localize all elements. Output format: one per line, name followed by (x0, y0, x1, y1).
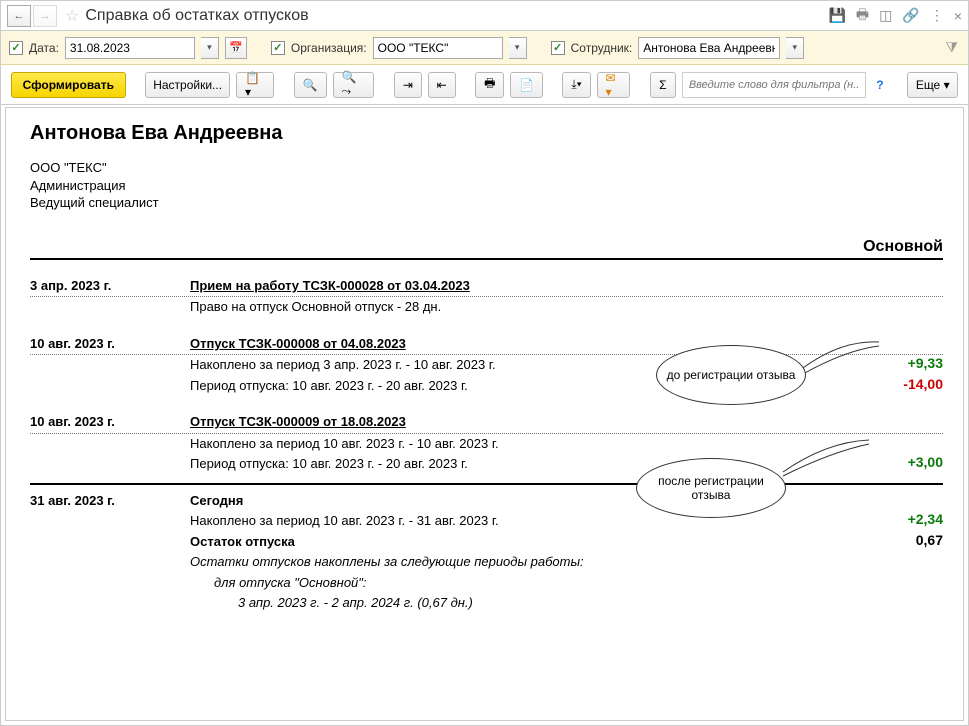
org-checkbox[interactable] (271, 41, 285, 55)
event-line: Накоплено за период 10 авг. 2023 г. - 31… (190, 511, 873, 531)
person-name: Антонова Ева Андреевна (30, 122, 943, 145)
save-icon[interactable]: 💾 (828, 7, 845, 24)
find-next-button[interactable]: 🔍⤳ (333, 72, 375, 98)
event-row: 3 апр. 2023 г. Прием на работу ТСЗК-0000… (30, 276, 943, 298)
event-date: 3 апр. 2023 г. (30, 276, 190, 296)
today-row: 31 авг. 2023 г. Сегодня (30, 485, 943, 512)
event-link[interactable]: Отпуск ТСЗК-000009 от 18.08.2023 (190, 414, 406, 429)
more-button[interactable]: Еще ▾ (907, 72, 958, 98)
value-accrued: +9,33 (873, 355, 943, 375)
print-button[interactable]: 🖶 (475, 72, 504, 98)
report-icon[interactable]: ◫ (879, 7, 892, 24)
org-input[interactable] (373, 37, 503, 59)
menu-icon[interactable]: ⋮ (930, 7, 944, 24)
funnel-icon[interactable]: ⧩ (946, 39, 959, 56)
calendar-button[interactable]: 📅 (225, 37, 247, 59)
date-dropdown-button[interactable]: ▾ (201, 37, 219, 59)
meta-org: ООО "ТЕКС" (30, 159, 943, 177)
event-detail-row: Право на отпуск Основной отпуск - 28 дн. (30, 297, 943, 318)
filter-bar: Дата: ▾ 📅 Организация: ▾ Сотрудник: ▾ ⧩ (1, 31, 968, 65)
expand-button[interactable]: ⇥ (394, 72, 422, 98)
date-label: Дата: (29, 41, 59, 55)
event-row: 10 авг. 2023 г. Отпуск ТСЗК-000009 от 18… (30, 412, 943, 434)
footer-line: Остатки отпусков накоплены за следующие … (190, 552, 873, 572)
nav-forward-button[interactable]: → (33, 5, 57, 27)
title-bar: ← → ☆ Справка об остатках отпусков 💾 🖶 ◫… (1, 1, 968, 31)
callout-after: после регистрации отзыва (636, 458, 786, 518)
word-filter-input[interactable] (682, 72, 866, 98)
report-body: Антонова Ева Андреевна ООО "ТЕКС" Админи… (6, 108, 963, 721)
value-accrued: +3,00 (873, 454, 943, 474)
emp-dropdown-button[interactable]: ▾ (786, 37, 804, 59)
section-label: Основной (30, 238, 943, 256)
help-button[interactable]: ? (872, 78, 887, 92)
footer-row: для отпуска "Основной": (30, 573, 943, 594)
settings-button[interactable]: Настройки... (145, 72, 230, 98)
sum-button[interactable]: Σ (650, 72, 676, 98)
balance-label: Остаток отпуска (190, 532, 873, 552)
org-dropdown-button[interactable]: ▾ (509, 37, 527, 59)
copy-settings-button[interactable]: 📋▾ (236, 72, 274, 98)
event-date: 10 авг. 2023 г. (30, 412, 190, 432)
find-button[interactable]: 🔍 (294, 72, 326, 98)
collapse-button[interactable]: ⇤ (428, 72, 456, 98)
event-date: 10 авг. 2023 г. (30, 334, 190, 354)
emp-label: Сотрудник: (571, 41, 633, 55)
event-line: Право на отпуск Основной отпуск - 28 дн. (190, 297, 873, 317)
close-icon[interactable]: × (954, 8, 962, 24)
nav-back-button[interactable]: ← (7, 5, 31, 27)
footer-row: Остатки отпусков накоплены за следующие … (30, 552, 943, 573)
event-date: 31 авг. 2023 г. (30, 491, 190, 511)
meta-dept: Администрация (30, 177, 943, 195)
window-title: Справка об остатках отпусков (85, 7, 828, 25)
footer-row: 3 апр. 2023 г. - 2 апр. 2024 г. (0,67 дн… (30, 593, 943, 614)
save-as-button[interactable]: ⤓▾ (562, 72, 590, 98)
org-label: Организация: (291, 41, 367, 55)
report-viewport[interactable]: Антонова Ева Андреевна ООО "ТЕКС" Админи… (5, 107, 964, 721)
balance-value: 0,67 (873, 532, 943, 552)
event-link[interactable]: Отпуск ТСЗК-000008 от 04.08.2023 (190, 336, 406, 351)
date-input[interactable] (65, 37, 195, 59)
event-link[interactable]: Прием на работу ТСЗК-000028 от 03.04.202… (190, 278, 470, 293)
favorite-icon[interactable]: ☆ (65, 6, 79, 26)
value-accrued: +2,34 (873, 511, 943, 531)
event-detail-row: Период отпуска: 10 авг. 2023 г. - 20 авг… (30, 376, 943, 397)
emp-input[interactable] (638, 37, 780, 59)
footer-line: для отпуска "Основной": (190, 573, 873, 593)
footer-line: 3 апр. 2023 г. - 2 апр. 2024 г. (0,67 дн… (190, 593, 873, 613)
date-checkbox[interactable] (9, 41, 23, 55)
toolbar: Сформировать Настройки... 📋▾ 🔍 🔍⤳ ⇥ ⇤ 🖶 … (1, 65, 968, 105)
callout-before: до регистрации отзыва (656, 345, 806, 405)
event-detail-row: Накоплено за период 3 апр. 2023 г. - 10 … (30, 355, 943, 376)
event-detail-row: Период отпуска: 10 авг. 2023 г. - 20 авг… (30, 454, 943, 475)
email-button[interactable]: ✉▾ (597, 72, 631, 98)
event-detail-row: Накоплено за период 10 авг. 2023 г. - 31… (30, 511, 943, 532)
event-row: 10 авг. 2023 г. Отпуск ТСЗК-000008 от 04… (30, 334, 943, 356)
emp-checkbox[interactable] (551, 41, 565, 55)
meta-position: Ведущий специалист (30, 194, 943, 212)
link-icon[interactable]: 🔗 (902, 7, 919, 24)
balance-row: Остаток отпуска 0,67 (30, 532, 943, 553)
event-line: Накоплено за период 10 авг. 2023 г. - 10… (190, 434, 873, 454)
title-actions: 💾 🖶 ◫ 🔗 ⋮ × (828, 4, 962, 28)
print-icon[interactable]: 🖶 (856, 4, 869, 28)
pdf-button[interactable]: 📄 (510, 72, 542, 98)
event-detail-row: Накоплено за период 10 авг. 2023 г. - 10… (30, 434, 943, 455)
value-used: -14,00 (873, 376, 943, 396)
form-button[interactable]: Сформировать (11, 72, 126, 98)
